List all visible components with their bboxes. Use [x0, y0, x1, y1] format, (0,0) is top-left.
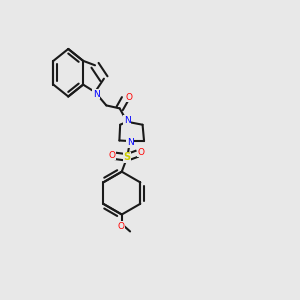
Text: N: N [127, 138, 134, 147]
Text: O: O [125, 93, 132, 102]
Text: O: O [117, 222, 124, 231]
Text: O: O [137, 148, 144, 157]
Text: N: N [124, 116, 130, 125]
Text: O: O [109, 151, 116, 160]
Text: S: S [124, 152, 131, 162]
Text: N: N [93, 90, 100, 99]
